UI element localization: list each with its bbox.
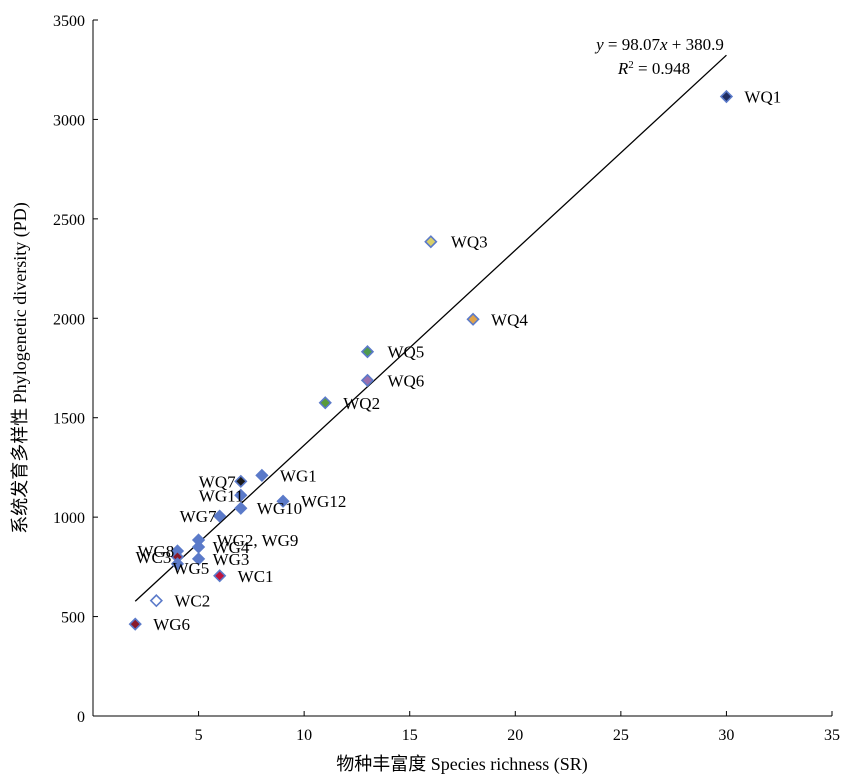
y-tick-label: 3000 [53,112,85,129]
point-label: WC2 [174,592,210,611]
y-tick-label: 0 [77,709,85,726]
eq-slope: = 98.07 [604,35,661,54]
point-label: WQ3 [451,233,488,252]
axes [92,20,832,717]
x-tick-label: 25 [613,727,629,744]
y-axis-label: 系统发育多样性 Phylogenetic diversity (PD) [10,202,31,533]
data-point [719,89,734,104]
r2-superscript: 2 [628,59,634,71]
point-label: WQ1 [744,88,781,107]
data-point [191,552,206,566]
data-point [213,509,227,523]
point-label: WG7 [180,507,217,526]
y-tick-label: 2500 [53,212,85,229]
regression-line [134,54,727,602]
x-tick-label: 35 [824,727,840,744]
data-point [149,594,163,608]
point-label: WQ7 [199,472,236,491]
data-point [360,345,375,359]
data-point [170,557,185,571]
r2-symbol: R [617,59,629,78]
point-label: WG1 [280,466,317,485]
point-label: WG3 [213,550,250,569]
y-tick-label: 1500 [53,411,85,428]
point-label: WG6 [153,615,190,634]
y-tick-label: 3500 [53,13,85,30]
point-label: WC1 [238,567,274,586]
data-point [466,312,480,326]
regression-equation: y = 98.07x + 380.9 [594,35,724,54]
eq-intercept: + 380.9 [668,35,724,54]
x-tick-label: 5 [195,727,203,744]
x-tick-label: 30 [718,727,734,744]
ticks: 5 10 15 20 25 30 35 0 500 1000 1500 2000 2500 3000 350… [53,13,840,744]
data-point [424,235,438,249]
x-tick-label: 15 [402,727,418,744]
point-label: WG8 [137,542,174,561]
data-point [213,569,227,583]
data-point [191,540,206,554]
data-point [255,468,269,483]
y-tick-label: 1000 [53,510,85,527]
x-tick-label: 10 [296,727,312,744]
point-label: WQ2 [343,394,380,413]
point-label: WG11 [199,486,244,505]
point-label: WG4 [213,538,250,557]
y-tick-label: 2000 [53,311,85,328]
point-label: WQ4 [491,310,528,329]
data-point [234,474,248,488]
r2-value: = 0.948 [634,59,690,78]
eq-x-symbol: x [659,35,668,54]
eq-y-symbol: y [594,35,604,54]
r-squared: R2 = 0.948 [617,59,690,78]
data-point [234,488,248,502]
point-label: WC3 [135,548,171,567]
x-axis-label: 物种丰富度 Species richness (SR) [336,754,587,775]
regression-line-group [134,54,727,602]
point-label: WG2, WG9 [217,531,299,550]
point-label: WG10 [257,499,302,518]
points [128,89,734,631]
data-point [276,494,290,508]
point-label: WG12 [301,492,346,511]
data-point [318,396,332,410]
data-point [360,373,375,387]
point-label: WQ5 [387,343,424,362]
data-point [128,617,142,631]
x-tick-label: 20 [507,727,523,744]
data-point [234,501,248,515]
point-label: WQ6 [387,371,424,390]
y-tick-label: 500 [61,610,85,627]
point-label: WG5 [172,559,209,578]
